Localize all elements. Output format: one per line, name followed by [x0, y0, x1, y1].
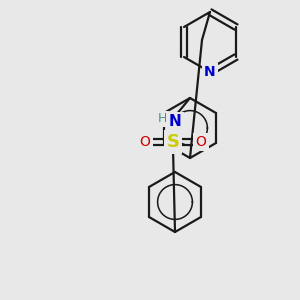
Text: N: N	[204, 65, 216, 79]
Text: O: O	[196, 135, 206, 149]
Text: O: O	[140, 135, 150, 149]
Text: H: H	[157, 112, 167, 125]
Text: N: N	[169, 115, 182, 130]
Text: S: S	[167, 133, 179, 151]
